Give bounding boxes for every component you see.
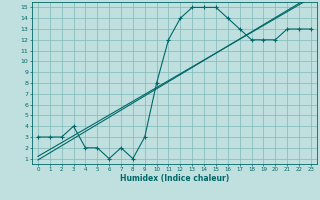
X-axis label: Humidex (Indice chaleur): Humidex (Indice chaleur) xyxy=(120,174,229,183)
